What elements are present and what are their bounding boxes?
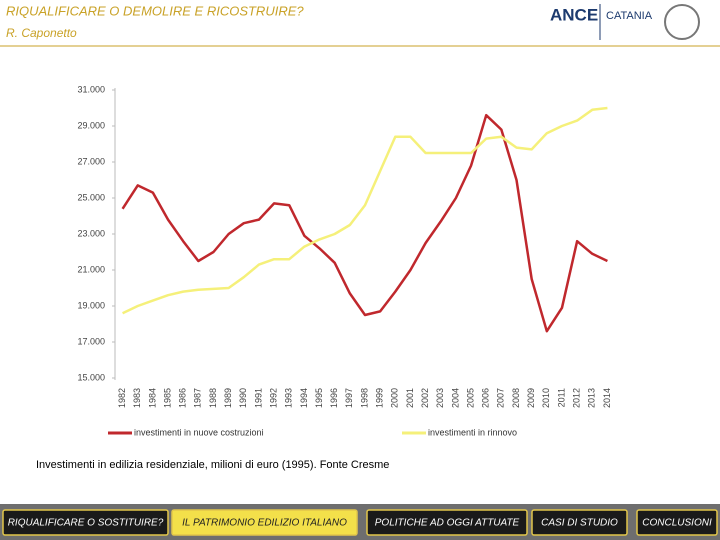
nav-tab-label[interactable]: CASI DI STUDIO: [541, 518, 618, 529]
nav-tab[interactable]: [366, 509, 528, 536]
x-tick-label: 2004: [450, 388, 460, 408]
y-tick-label: 25.000: [77, 192, 105, 202]
nav-tab-label[interactable]: CONCLUSIONI: [642, 518, 712, 529]
x-tick-label: 1990: [238, 388, 248, 408]
x-tick-label: 1987: [193, 388, 203, 408]
y-tick-label: 29.000: [77, 120, 105, 130]
logo: ANCE: [550, 5, 598, 24]
y-tick-label: 19.000: [77, 300, 105, 310]
y-tick-label: 17.000: [77, 336, 105, 346]
x-tick-label: 1982: [117, 388, 127, 408]
x-tick-label: 1983: [132, 388, 142, 408]
x-tick-label: 1995: [314, 388, 324, 408]
x-tick-label: 2003: [435, 388, 445, 408]
x-tick-label: 2014: [602, 388, 612, 408]
y-tick-label: 15.000: [77, 372, 105, 382]
y-tick-label: 27.000: [77, 156, 105, 166]
x-tick-label: 2010: [541, 388, 551, 408]
y-tick-label: 31.000: [77, 84, 105, 94]
x-tick-label: 1994: [299, 388, 309, 408]
x-tick-label: 1999: [375, 388, 385, 408]
x-tick-label: 1992: [268, 388, 278, 408]
nav-tab-label[interactable]: POLITICHE AD OGGI ATTUATE: [375, 518, 520, 529]
x-tick-label: 2006: [481, 388, 491, 408]
x-tick-label: 1984: [147, 388, 157, 408]
nav-tab[interactable]: [171, 509, 358, 536]
x-tick-label: 2009: [526, 388, 536, 408]
x-tick-label: 1997: [344, 388, 354, 408]
x-tick-label: 1993: [284, 388, 294, 408]
x-tick-label: 2008: [511, 388, 521, 408]
y-tick-label: 21.000: [77, 264, 105, 274]
series-line: [121, 113, 608, 333]
nav-tab-label[interactable]: IL PATRIMONIO EDILIZIO ITALIANO: [182, 518, 347, 529]
x-tick-label: 1985: [162, 388, 172, 408]
x-tick-label: 2011: [556, 388, 566, 407]
legend-label: investimenti in rinnovo: [428, 427, 517, 437]
x-tick-label: 1986: [178, 388, 188, 408]
x-tick-label: 2007: [496, 388, 506, 408]
nav-tab[interactable]: [2, 509, 169, 536]
x-tick-label: 1998: [359, 388, 369, 408]
slide-subtitle: R. Caponetto: [6, 26, 77, 40]
logo-city: CATANIA: [606, 10, 653, 22]
legend-label: investimenti in nuove costruzioni: [134, 427, 264, 437]
x-tick-label: 1991: [253, 388, 263, 408]
x-tick-label: 2000: [390, 388, 400, 408]
x-tick-label: 1996: [329, 388, 339, 408]
nav-tab[interactable]: [636, 509, 718, 536]
x-tick-label: 2002: [420, 388, 430, 408]
x-tick-label: 2013: [587, 388, 597, 408]
x-tick-label: 2001: [405, 388, 415, 408]
caption: Investimenti in edilizia residenziale, m…: [36, 459, 389, 471]
series-line: [122, 106, 608, 315]
seal: [664, 4, 700, 40]
x-tick-label: 2012: [571, 388, 581, 408]
x-tick-label: 1989: [223, 388, 233, 408]
nav-tab[interactable]: [531, 509, 628, 536]
slide-title: RIQUALIFICARE O DEMOLIRE E RICOSTRUIRE?: [6, 3, 304, 18]
x-tick-label: 1988: [208, 388, 218, 408]
nav-tab-label[interactable]: RIQUALIFICARE O SOSTITUIRE?: [8, 518, 164, 529]
y-tick-label: 23.000: [77, 228, 105, 238]
x-tick-label: 2005: [465, 388, 475, 408]
